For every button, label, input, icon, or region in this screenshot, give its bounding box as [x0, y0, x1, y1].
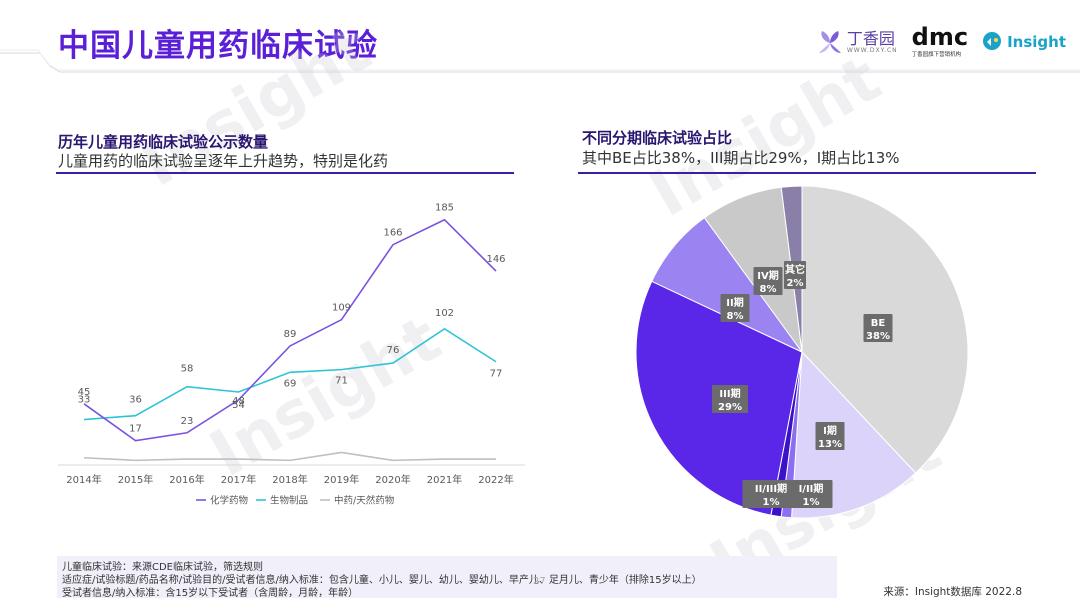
x-tick-label: 2015年	[118, 473, 153, 486]
dxy-name: 丁香园	[846, 29, 895, 48]
pie-slice	[791, 350, 917, 519]
series-line	[83, 451, 496, 462]
note-line: 儿童临床试验：来源CDE临床试验，筛选规则	[62, 562, 264, 573]
legend-label: 中药/天然药物	[334, 495, 395, 507]
data-label: 166	[383, 228, 402, 239]
data-label: 48	[232, 396, 245, 407]
data-label: 185	[435, 203, 454, 214]
slice-value: 1%	[763, 497, 780, 508]
slice-label: II/III期	[755, 482, 787, 495]
data-label: 54	[232, 400, 245, 411]
note-line: 适应症/试验标题/药品名称/试验目的/受试者信息/纳入标准：包含儿童、小儿、婴儿…	[62, 575, 702, 586]
data-label: 109	[332, 303, 351, 314]
data-label: 77	[490, 369, 503, 380]
x-tick-label: 2016年	[169, 473, 204, 486]
slice-label: IV期	[757, 269, 778, 282]
insight-logo: Insight	[980, 30, 1066, 54]
pie-chart-subtitle: 其中BE占比38%，III期占比29%，I期占比13%	[582, 149, 900, 167]
legend-label: 化学药物	[210, 495, 249, 507]
slice-label-box	[784, 261, 806, 289]
series-line	[83, 327, 497, 421]
header: 中国儿童用药临床试验 丁香园 WWW.DXY.CN dmc 丁香园旗下营销机构	[0, 0, 1080, 78]
data-label: 71	[335, 376, 348, 387]
dmc-subtitle: 丁香园旗下营销机构	[911, 52, 962, 58]
dmc-logo: dmc 丁香园旗下营销机构	[911, 23, 969, 58]
data-label: 146	[486, 254, 505, 265]
line-chart-title: 历年儿童用药临床试验公示数量	[58, 133, 269, 151]
page-number: 27	[533, 576, 546, 587]
data-label: 102	[435, 308, 454, 319]
slice-label: II期	[726, 296, 743, 309]
dxy-logo: 丁香园 WWW.DXY.CN	[817, 29, 898, 55]
slice-label-box	[720, 294, 750, 322]
x-tick-label: 2017年	[221, 473, 256, 486]
data-label: 17	[129, 424, 142, 435]
dxy-flower-icon	[818, 31, 841, 53]
page-title: 中国儿童用药临床试验	[58, 28, 378, 64]
legend-label: 生物制品	[270, 495, 308, 507]
notes-panel	[57, 556, 837, 598]
slice-value: 13%	[818, 439, 842, 450]
series-line	[83, 218, 497, 442]
data-label: 58	[181, 364, 194, 375]
x-tick-label: 2022年	[478, 473, 513, 486]
slice-label: III期	[719, 387, 740, 400]
slice-label: 其它	[785, 263, 805, 276]
note-line: 受试者信息/纳入标准：含15岁以下受试者（含周龄，月龄，年龄）	[62, 588, 359, 599]
slice-value: 2%	[787, 278, 804, 289]
section-rule	[56, 172, 514, 174]
data-label: 23	[181, 416, 194, 427]
slice-value: 8%	[760, 284, 777, 295]
data-label: 33	[78, 395, 91, 406]
line-chart: 2014年 2015年 2016年 2017年 2018年 2019年 2020年 2021年…	[58, 203, 525, 507]
x-tick-label: 2020年	[375, 473, 410, 486]
slice-label: BE	[871, 318, 886, 329]
insight-head-icon	[983, 32, 1002, 50]
slice-label: I期	[823, 424, 837, 437]
slice-label: I/II期	[799, 482, 824, 495]
pie-chart-title: 不同分期临床试验占比	[582, 129, 733, 147]
insight-wordmark: Insight	[1007, 33, 1066, 51]
slice-value: 29%	[718, 402, 742, 413]
slice-label-box	[753, 267, 783, 295]
section-rule	[578, 172, 1036, 174]
data-label: 76	[387, 345, 400, 356]
line-chart-subtitle: 儿童用药的临床试验呈逐年上升趋势，特别是化药	[58, 152, 389, 170]
data-label: 69	[284, 378, 297, 389]
slice-value: 38%	[866, 331, 890, 342]
slice-label-box	[863, 314, 893, 342]
slice-label-box	[789, 480, 833, 508]
data-label: 89	[284, 329, 297, 340]
pie-chart: BE 38% I期 13% I/II期 1% II/III期 1% III期 29% II期 8% IV…	[635, 185, 969, 519]
slice-label-box	[712, 385, 748, 413]
slice-value: 1%	[803, 497, 820, 508]
data-label: 36	[129, 395, 142, 406]
slice-value: 8%	[727, 311, 744, 322]
dxy-url: WWW.DXY.CN	[846, 47, 898, 54]
x-tick-label: 2014年	[66, 473, 101, 486]
slice-label-box	[742, 480, 800, 508]
data-label: 45	[78, 387, 91, 398]
x-tick-label: 2019年	[324, 473, 359, 486]
logo-group: 丁香园 WWW.DXY.CN dmc 丁香园旗下营销机构 Insight	[817, 24, 1066, 60]
source-note: 来源：Insight数据库 2022.8	[883, 586, 1022, 598]
x-tick-label: 2021年	[427, 473, 462, 486]
title-decoration	[0, 49, 1080, 73]
slice-label-box	[815, 422, 845, 450]
dmc-wordmark: dmc	[911, 23, 969, 51]
x-tick-label: 2018年	[272, 473, 307, 486]
